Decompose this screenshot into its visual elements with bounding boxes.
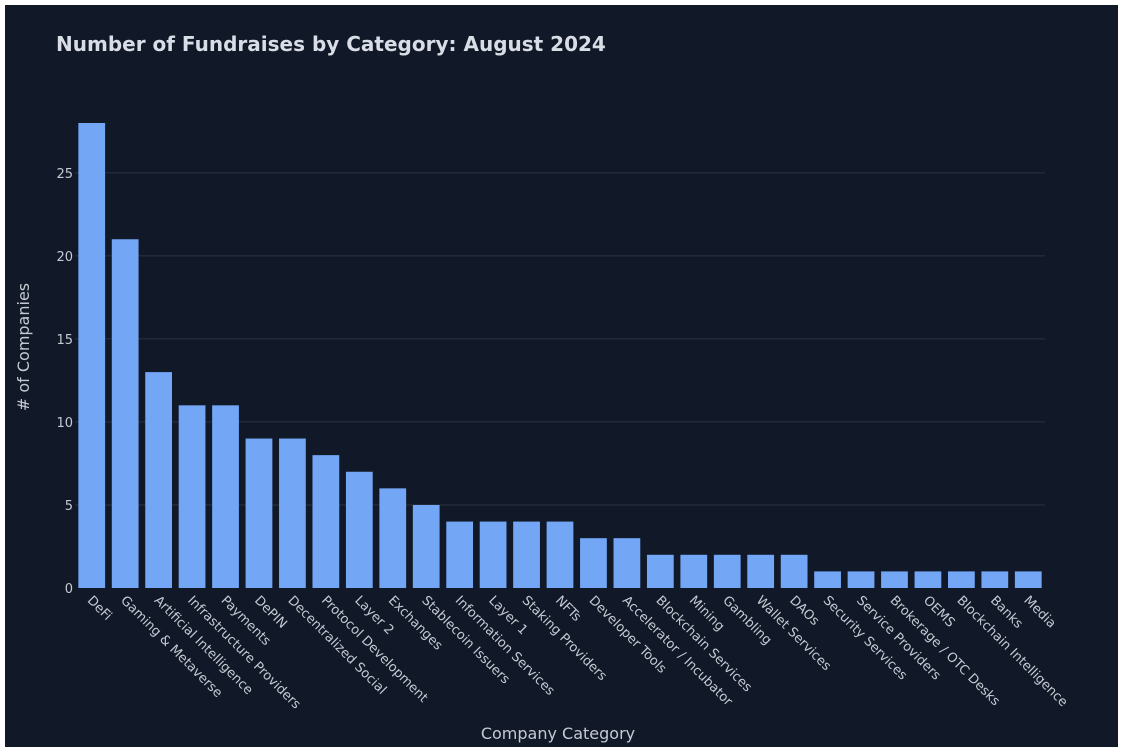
chart-title: Number of Fundraises by Category: August… <box>56 32 606 56</box>
bar[interactable] <box>780 554 808 588</box>
bar[interactable] <box>646 554 674 588</box>
bar-chart: Number of Fundraises by Category: August… <box>14 32 1070 743</box>
bar[interactable] <box>446 521 474 588</box>
bar[interactable] <box>881 571 908 588</box>
bar[interactable] <box>580 538 607 588</box>
y-tick-label: 25 <box>56 167 73 182</box>
bar[interactable] <box>513 521 540 588</box>
bar[interactable] <box>713 554 741 588</box>
y-tick-label: 20 <box>56 250 73 265</box>
bar[interactable] <box>78 123 106 588</box>
chart-container: Number of Fundraises by Category: August… <box>5 5 1118 747</box>
bar[interactable] <box>379 488 407 588</box>
bar[interactable] <box>981 571 1009 588</box>
bar[interactable] <box>680 554 708 588</box>
bar[interactable] <box>847 571 875 588</box>
bar[interactable] <box>245 438 273 588</box>
y-tick-label: 15 <box>56 333 73 348</box>
bar[interactable] <box>747 554 775 588</box>
bar[interactable] <box>479 521 507 588</box>
bar[interactable] <box>212 405 239 588</box>
bar[interactable] <box>948 571 975 588</box>
bar[interactable] <box>546 521 574 588</box>
bar[interactable] <box>1014 571 1042 588</box>
bar[interactable] <box>345 471 373 588</box>
bar[interactable] <box>279 438 306 588</box>
bar[interactable] <box>814 571 841 588</box>
y-tick-label: 0 <box>65 582 73 597</box>
bar[interactable] <box>145 372 172 588</box>
y-tick-label: 10 <box>56 416 73 431</box>
bar[interactable] <box>613 538 641 588</box>
bar[interactable] <box>178 405 206 588</box>
bars <box>78 123 1042 588</box>
x-axis-title: Company Category <box>481 724 635 743</box>
y-axis-ticks: 0 5 10 15 20 25 <box>56 167 73 597</box>
bar[interactable] <box>914 571 942 588</box>
bar[interactable] <box>312 455 340 588</box>
bar[interactable] <box>111 239 139 588</box>
x-tick-label: Media <box>1020 593 1058 631</box>
bar[interactable] <box>412 504 440 588</box>
y-axis-title: # of Companies <box>14 283 33 411</box>
y-tick-label: 5 <box>65 499 73 514</box>
x-tick-label: DeFi <box>84 593 115 624</box>
